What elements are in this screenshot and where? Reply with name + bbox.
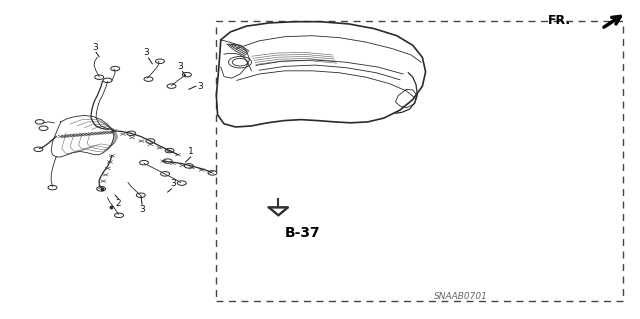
- Text: 3: 3: [92, 43, 97, 52]
- Text: FR.: FR.: [548, 14, 571, 27]
- Text: 3: 3: [143, 48, 148, 57]
- Text: 3: 3: [170, 179, 175, 188]
- Text: 3: 3: [178, 62, 183, 71]
- Text: 3: 3: [197, 82, 203, 91]
- Text: B-37: B-37: [285, 226, 321, 241]
- Text: 3: 3: [140, 205, 145, 214]
- Text: 2: 2: [116, 199, 121, 208]
- Polygon shape: [269, 207, 288, 215]
- Bar: [216, 21, 623, 301]
- Text: 1: 1: [188, 147, 193, 156]
- Text: SNAAB0701: SNAAB0701: [434, 293, 488, 301]
- FancyArrowPatch shape: [604, 16, 620, 27]
